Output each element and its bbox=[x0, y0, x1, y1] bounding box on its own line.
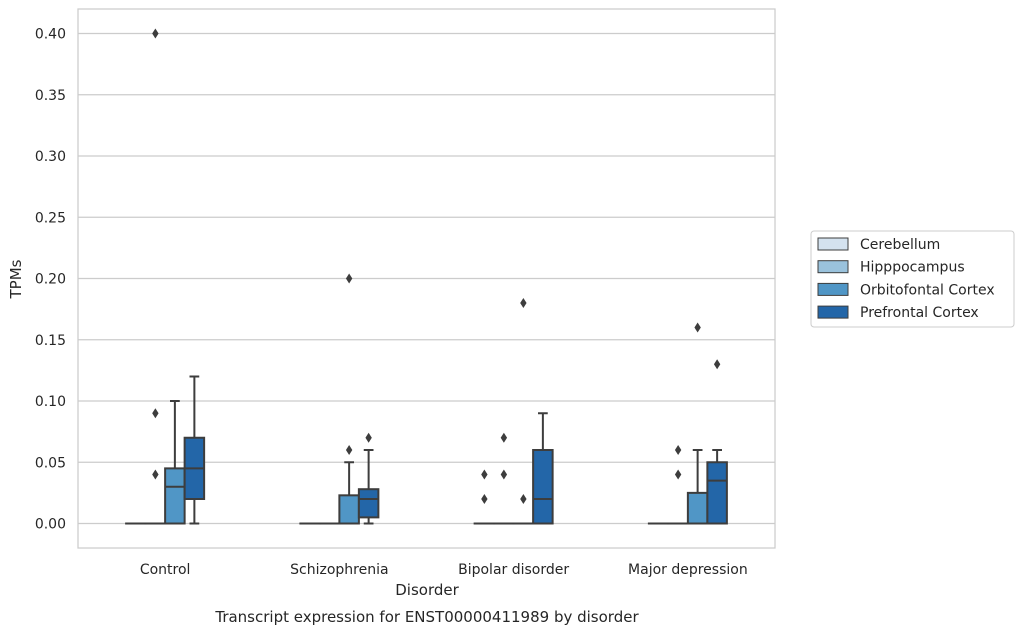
box-iqr bbox=[338, 494, 360, 525]
x-axis-ticks: Control Schizophrenia Bipolar disorder Majo… bbox=[140, 562, 748, 578]
outlier-point bbox=[674, 445, 682, 455]
box-groups bbox=[125, 28, 728, 525]
outlier-point bbox=[520, 298, 527, 308]
box-iqr bbox=[357, 488, 380, 519]
box-orbitofontal-cortex bbox=[338, 273, 360, 525]
y-tick-label: 0.30 bbox=[35, 149, 66, 165]
legend-swatch bbox=[817, 237, 849, 251]
legend-label: Prefrontal Cortex bbox=[860, 305, 979, 321]
box-prefrontal-cortex bbox=[706, 359, 728, 525]
box-iqr bbox=[706, 461, 728, 525]
box-iqr bbox=[686, 491, 709, 525]
outlier-point bbox=[152, 469, 159, 480]
outlier-point bbox=[500, 432, 508, 443]
outlier-point bbox=[365, 432, 372, 443]
x-tick-label: Schizophrenia bbox=[290, 562, 388, 578]
y-tick-label: 0.40 bbox=[35, 27, 66, 43]
x-tick-label: Bipolar disorder bbox=[458, 562, 569, 578]
y-tick-label: 0.15 bbox=[35, 333, 66, 349]
legend-label: Hipppocampus bbox=[860, 260, 965, 276]
y-tick-label: 0.25 bbox=[35, 210, 66, 226]
y-tick-label: 0.20 bbox=[35, 272, 66, 288]
outlier-point bbox=[345, 273, 353, 284]
x-axis-label: Disorder bbox=[395, 581, 459, 599]
box-hipppocampus bbox=[144, 28, 167, 525]
box-cerebellum bbox=[473, 469, 496, 525]
grid-lines bbox=[78, 32, 775, 525]
outlier-point bbox=[500, 469, 508, 480]
outlier-point bbox=[345, 445, 353, 455]
legend-swatch bbox=[817, 282, 849, 296]
outlier-point bbox=[713, 359, 721, 370]
outlier-point bbox=[694, 322, 701, 333]
box-prefrontal-cortex bbox=[532, 412, 554, 525]
legend-label: Orbitofontal Cortex bbox=[860, 282, 995, 298]
box-orbitofontal-cortex bbox=[512, 298, 535, 525]
outlier-point bbox=[481, 469, 488, 480]
box-iqr bbox=[532, 449, 554, 525]
outlier-point bbox=[152, 28, 159, 39]
box-iqr bbox=[164, 467, 186, 525]
box-prefrontal-cortex bbox=[357, 432, 380, 525]
legend-label: Cerebellum bbox=[860, 237, 940, 253]
legend-frame bbox=[810, 230, 1015, 328]
y-tick-label: 0.05 bbox=[35, 455, 66, 471]
y-axis-ticks: 0.00 0.05 0.10 0.15 0.20 0.25 0.30 0.35 0.40 bbox=[35, 27, 66, 533]
box-hipppocampus bbox=[493, 432, 515, 525]
x-tick-label: Major depression bbox=[628, 562, 748, 578]
y-tick-label: 0.35 bbox=[35, 88, 66, 104]
box-orbitofontal-cortex bbox=[686, 322, 709, 525]
outlier-point bbox=[520, 494, 527, 504]
legend-swatch bbox=[817, 260, 849, 274]
y-axis-label: TPMs bbox=[7, 259, 25, 299]
box-prefrontal-cortex bbox=[183, 375, 206, 525]
chart-caption: Transcript expression for ENST0000041198… bbox=[214, 608, 639, 626]
outlier-point bbox=[674, 469, 682, 480]
box-hipppocampus bbox=[667, 445, 689, 525]
y-tick-label: 0.00 bbox=[35, 517, 66, 533]
y-tick-label: 0.10 bbox=[35, 394, 66, 410]
outlier-point bbox=[481, 494, 488, 504]
outlier-point bbox=[152, 408, 159, 419]
legend-swatch bbox=[817, 305, 849, 319]
legend: Cerebellum Hipppocampus Orbitofontal Corte… bbox=[810, 230, 1015, 328]
plot-area-frame bbox=[77, 8, 776, 549]
x-tick-label: Control bbox=[140, 562, 191, 578]
